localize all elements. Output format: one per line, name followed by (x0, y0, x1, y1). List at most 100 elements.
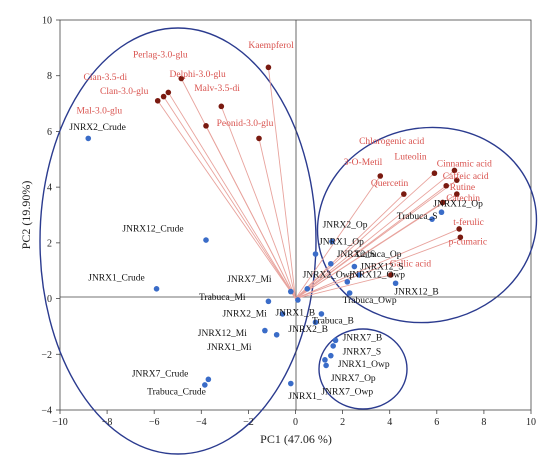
observation-label-trabuca-crude: Trabuca_Crude (147, 388, 206, 398)
loading-line-3-o-metil (295, 175, 381, 299)
variable-label-cinnamic-acid: Cinnamic acid (437, 159, 492, 169)
observation-label-jnrx7-b: JNRX7_B (343, 333, 383, 343)
loading-line-gallic-acid (295, 274, 391, 300)
loading-line-delphi-3-0-glu (167, 92, 296, 299)
cluster-ellipses (39, 27, 538, 455)
observation-point-jnrx2-b (312, 319, 319, 326)
variable-point-mal-3-0-glu (203, 123, 209, 129)
loading-vectors (157, 67, 461, 300)
observation-label-jnrx2-op: JNRX2_Op (323, 221, 368, 231)
loading-line-mal-3-0-glu (205, 125, 296, 299)
loading-line-malv-3-5-di (220, 106, 296, 299)
observation-point-trabuca-mi (265, 298, 272, 305)
observation-point-trabuca-s (429, 216, 435, 222)
observation-point-jnrx7-b (332, 337, 339, 344)
variable-point-t-ferulic (456, 226, 462, 232)
observation-label-jnrx1-op: JNRX1_Op (319, 237, 364, 247)
observation-point-jnrx2-owp (304, 286, 311, 292)
point-labels: Perlag-3.0-glu Cian-3.5-di Clan-3.0-glu Del… (69, 40, 492, 402)
observation-label-jnrx12-owp: JNRX12_Owp (348, 271, 405, 281)
variable-point-perlag-3-0-glu (178, 75, 185, 82)
loading-line-t-ferulic (295, 228, 460, 299)
variable-point-quercetin (401, 191, 407, 197)
variable-label-t-ferulic: t-ferulic (453, 217, 484, 228)
x-tick-label: −10 (52, 417, 68, 428)
variable-point-3-o-metil (377, 173, 384, 179)
variable-label-cian-3-5-di: Cian-3.5-di (84, 73, 128, 83)
observation-point-jnrx1-owp (328, 352, 334, 359)
variable-point-cinnamic-acid (454, 177, 460, 183)
observation-label-jnrx1-owp: JNRX1_Owp (338, 360, 390, 370)
y-tick-label: 6 (47, 127, 52, 138)
observation-label-jnrx12-s: JNRX12_S (360, 262, 403, 272)
variable-point-gallic-acid (388, 272, 394, 278)
ellipse-right-cluster (316, 126, 538, 324)
loading-line-quercetin (295, 193, 405, 299)
observation-label-jnrx2-owp: JNRX2_Owp (303, 271, 355, 281)
loading-line-catechin (295, 202, 443, 299)
loading-line-cian-3-5-di (163, 96, 296, 299)
observation-point-jnrx1-op (312, 251, 319, 257)
variable-point-luteolin (431, 170, 438, 177)
observation-point-trabuca-crude (202, 382, 208, 388)
observation-label-jnrx2-s: JNRX2_S (337, 250, 376, 260)
variable-label-caffeic-acid: Caffeic acid (443, 171, 489, 182)
observation-point-jnrx7-crude (205, 376, 212, 383)
observation-point-jnrx1-b (295, 297, 301, 303)
observation-label-jnrx7-mi: JNRX7_Mi (227, 275, 272, 285)
observation-label-trabuca-owp: Trabuca_Owp (343, 296, 397, 306)
observation-point-jnrx12-s (356, 272, 362, 278)
data-points (85, 64, 464, 388)
x-tick-label: 0 (293, 417, 298, 428)
observation-label-trabuca-b: Trabuca_B (312, 317, 354, 327)
variable-label-clan-3-0-glu: Clan-3.0-glu (100, 87, 149, 97)
y-tick-label: 2 (47, 238, 52, 249)
observation-point-jnrx2-mi (279, 311, 286, 317)
observation-point-jnrx2-op (329, 238, 335, 245)
x-tick-label: 6 (434, 417, 439, 428)
variable-label-perlag-3-0-glu: Perlag-3.0-glu (133, 51, 188, 61)
loading-line-chlorogenic-acid (295, 170, 455, 299)
observation-label-trabuca-s: Trabuca_S (397, 212, 438, 222)
observation-label-jnrx12-b: JNRX12_B (394, 287, 438, 297)
variable-point-clan-3-0-glu (154, 97, 161, 104)
variable-point-catechin (439, 199, 446, 206)
observation-label-jnrx12-mi: JNRX12_Mi (198, 329, 247, 339)
loading-line-caffeic-acid (295, 185, 447, 299)
observation-point-jnrx2-s (328, 260, 334, 267)
observation-point-jnrx12-owp (344, 279, 351, 285)
observation-label-jnrx7-s: JNRX7_S (343, 347, 382, 357)
variable-point-kaempferol (265, 64, 272, 71)
loading-line-kaempferol (267, 67, 296, 299)
variable-label-mal-3-0-glu: Mal-3.0-glu (76, 106, 122, 116)
variable-label-luteolin: Luteolin (394, 152, 426, 162)
y-tick-label: 8 (47, 71, 52, 82)
x-tick-label: 10 (526, 417, 536, 428)
y-tick-label: 10 (42, 16, 52, 27)
observation-point-jnrx7-s (330, 343, 336, 349)
observation-label-trabuca-mi: Trabuca_Mi (199, 293, 246, 303)
y-tick-label: −2 (41, 350, 52, 361)
variable-point-p-cumaric (457, 234, 464, 241)
x-tick-label: −8 (102, 417, 113, 428)
observation-label-jnrx12-crude: JNRX12_Crude (122, 225, 183, 235)
observation-label-jnrx7-crude: JNRX7_Crude (132, 370, 188, 380)
observation-label-jnrx12-op: JNRX12_Op (433, 200, 483, 210)
loading-line-clan-3-0-glu (157, 100, 296, 299)
observation-label-jnrx1-mi: JNRX1_Mi (207, 343, 252, 353)
observation-label-jnrx2-mi: JNRX2_Mi (222, 310, 267, 320)
x-axis-title: PC1 (47.06 %) (260, 432, 332, 446)
variable-point-chlorogenic-acid (451, 167, 458, 174)
variable-point-rutine (454, 191, 460, 197)
y-tick-label: −4 (41, 406, 52, 417)
variable-point-caffeic-acid (443, 182, 450, 189)
observation-point-jnrx1-mi (273, 331, 280, 338)
loading-line-peonid-3-0-glu (258, 138, 296, 299)
observation-point-jnrx7-op (322, 357, 328, 363)
observation-point-jnrx1 (287, 380, 294, 387)
variable-label-gallic-acid: Gallic acid (390, 260, 432, 270)
observation-point-jnrx2-crude (85, 135, 92, 142)
ellipse-bottom-cluster (318, 328, 408, 410)
loading-line-luteolin (295, 172, 435, 299)
